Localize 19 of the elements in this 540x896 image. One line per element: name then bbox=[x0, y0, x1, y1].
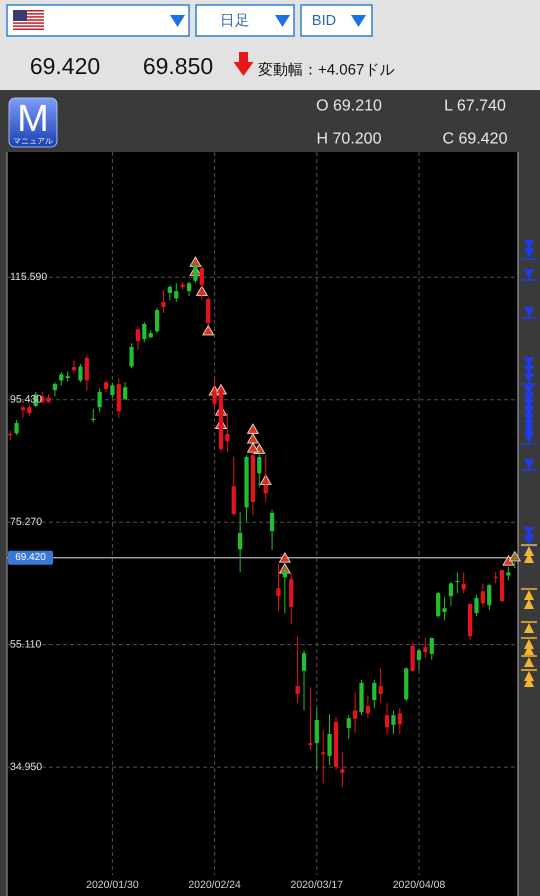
text: BID bbox=[312, 13, 336, 29]
text: 69.850 bbox=[142, 53, 214, 79]
x-tick-label: 2020/04/08 bbox=[392, 879, 446, 891]
text: L 67.740 bbox=[444, 98, 506, 114]
text: 変動幅：+4.067ドル bbox=[258, 62, 394, 78]
text: マニュアル bbox=[13, 136, 53, 146]
x-tick-label: 2020/01/30 bbox=[86, 879, 139, 891]
text: 日足 bbox=[220, 13, 250, 29]
y-tick-label: 55.110 bbox=[10, 638, 42, 651]
y-tick-label: 34.950 bbox=[10, 761, 42, 774]
ref-line-label: 69.420 bbox=[15, 552, 46, 564]
x-tick-label: 2020/02/24 bbox=[188, 879, 242, 891]
x-tick-label: 2020/03/17 bbox=[290, 879, 344, 891]
text: O 69.210 bbox=[316, 98, 382, 114]
text: C 69.420 bbox=[442, 130, 508, 148]
y-tick-label: 75.270 bbox=[10, 516, 42, 528]
text: H 70.200 bbox=[316, 130, 382, 148]
text: 69.420 bbox=[30, 53, 100, 79]
y-tick-label: 115.590 bbox=[10, 271, 48, 284]
